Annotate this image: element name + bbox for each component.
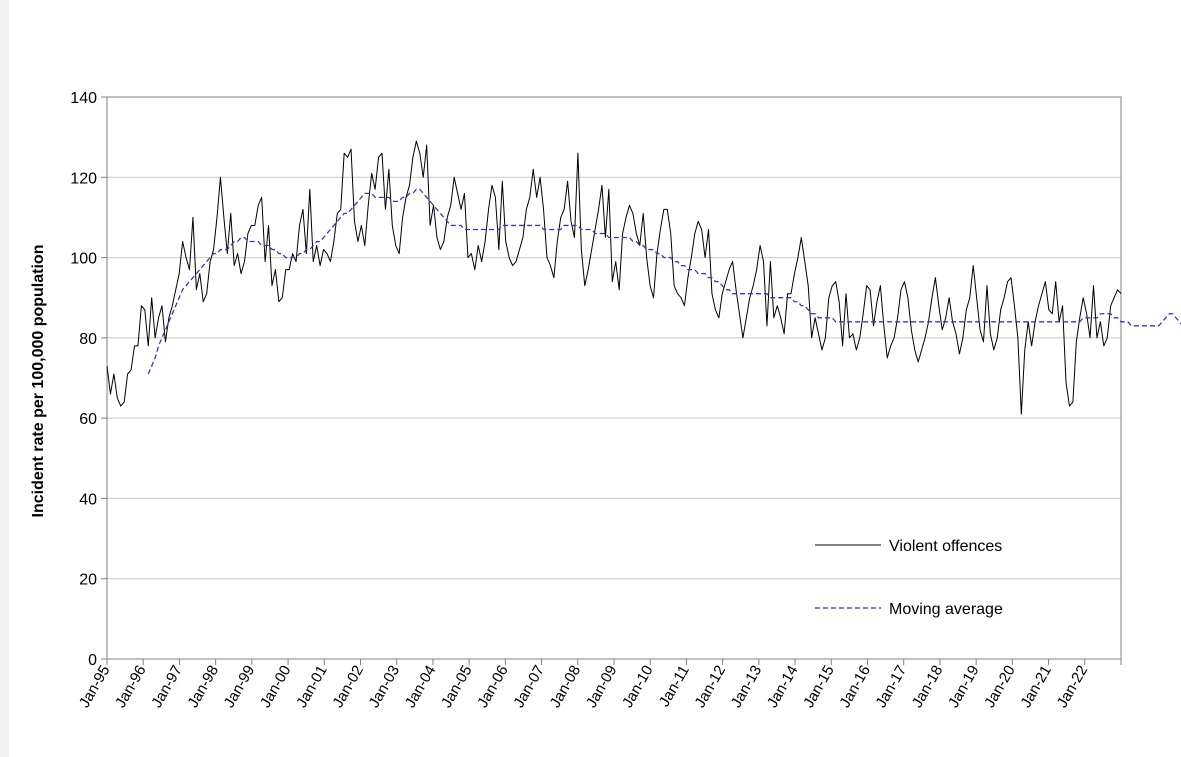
series-line-violent-offences <box>106 140 1122 415</box>
y-axis-label: Incident rate per 100,000 population <box>30 245 47 518</box>
legend-label-violent-offences: Violent offences <box>889 538 1002 555</box>
x-tick-label-jan-07: Jan-07 <box>510 663 548 711</box>
y-tick-label-60: 60 <box>79 411 97 428</box>
x-tick-label-jan-99: Jan-99 <box>221 663 259 711</box>
x-tick-label-jan-16: Jan-16 <box>836 663 874 711</box>
x-tick-label-jan-17: Jan-17 <box>873 663 911 711</box>
x-tick-label-jan-21: Jan-21 <box>1017 663 1055 711</box>
x-tick-label-jan-05: Jan-05 <box>438 663 476 711</box>
x-tick-label-jan-00: Jan-00 <box>257 663 295 711</box>
legend-label-moving-average: Moving average <box>889 601 1003 618</box>
plot-area <box>106 96 1122 660</box>
x-tick-label-jan-19: Jan-19 <box>945 663 983 711</box>
x-tick-label-jan-01: Jan-01 <box>293 663 331 711</box>
y-tick-label-120: 120 <box>70 170 97 187</box>
x-tick-label-jan-95: Jan-95 <box>76 663 114 711</box>
x-tick-label-jan-03: Jan-03 <box>366 663 404 711</box>
y-axis: 0 20 40 60 80 100 120 140 <box>70 90 107 669</box>
y-tick-label-20: 20 <box>79 572 97 589</box>
series-layer <box>106 140 1181 415</box>
y-tick-label-40: 40 <box>79 491 97 508</box>
series-line-moving-average <box>147 188 1181 375</box>
y-tick-label-0: 0 <box>88 652 97 669</box>
chart-frame: 0 20 40 60 80 100 120 140 Jan-95 Jan-96 Jan-97 Jan… <box>9 0 1181 757</box>
x-tick-label-jan-98: Jan-98 <box>184 663 222 711</box>
x-tick-label-jan-12: Jan-12 <box>691 663 729 711</box>
x-tick-label-jan-10: Jan-10 <box>619 663 657 711</box>
x-tick-label-jan-14: Jan-14 <box>764 663 802 711</box>
x-tick-label-jan-96: Jan-96 <box>112 663 150 711</box>
x-tick-label-jan-11: Jan-11 <box>656 663 693 710</box>
x-tick-label-jan-04: Jan-04 <box>402 663 440 711</box>
x-axis: Jan-95Jan-96Jan-97Jan-98Jan-99Jan-00Jan-… <box>76 659 1122 711</box>
y-tick-label-80: 80 <box>79 331 97 348</box>
x-tick-label-jan-20: Jan-20 <box>981 663 1019 711</box>
x-tick-label-jan-02: Jan-02 <box>329 663 367 711</box>
gridlines <box>107 176 1121 580</box>
x-tick-label-jan-06: Jan-06 <box>474 663 512 711</box>
x-tick-label-jan-22: Jan-22 <box>1054 663 1092 711</box>
y-tick-label-140: 140 <box>70 90 97 107</box>
y-tick-label-100: 100 <box>70 251 97 268</box>
x-tick-label-jan-08: Jan-08 <box>547 663 585 711</box>
x-tick-label-jan-13: Jan-13 <box>728 663 766 711</box>
x-tick-label-jan-18: Jan-18 <box>909 663 947 711</box>
x-tick-label-jan-15: Jan-15 <box>800 663 838 711</box>
legend: Violent offences Moving average <box>815 538 1003 618</box>
x-tick-label-jan-97: Jan-97 <box>148 663 186 711</box>
x-tick-label-jan-09: Jan-09 <box>583 663 621 711</box>
